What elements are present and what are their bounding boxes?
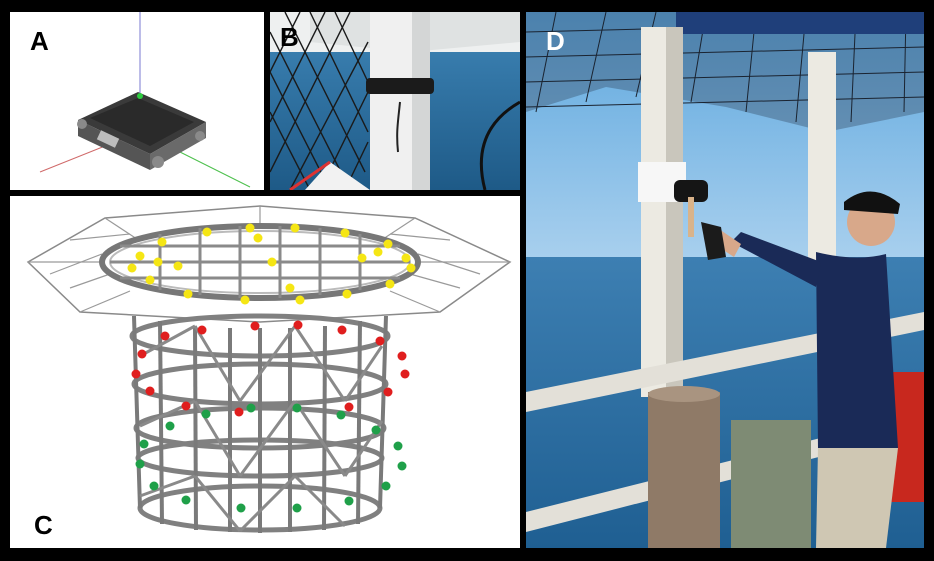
sensor-device-render-icon — [39, 12, 251, 188]
panel-d: D — [526, 12, 924, 548]
strapped-sensor-photo-icon — [270, 12, 520, 190]
person-hammering-photo-icon — [526, 12, 924, 548]
cage-structure-wireframe-icon — [26, 205, 512, 533]
panel-c: C — [10, 196, 520, 548]
panel-b: B — [270, 12, 520, 190]
panel-a: A — [10, 12, 264, 190]
panel-c-label: C — [34, 510, 53, 540]
panel-a-label: A — [30, 26, 49, 56]
panel-d-label: D — [546, 26, 565, 56]
panel-b-label: B — [280, 22, 299, 52]
